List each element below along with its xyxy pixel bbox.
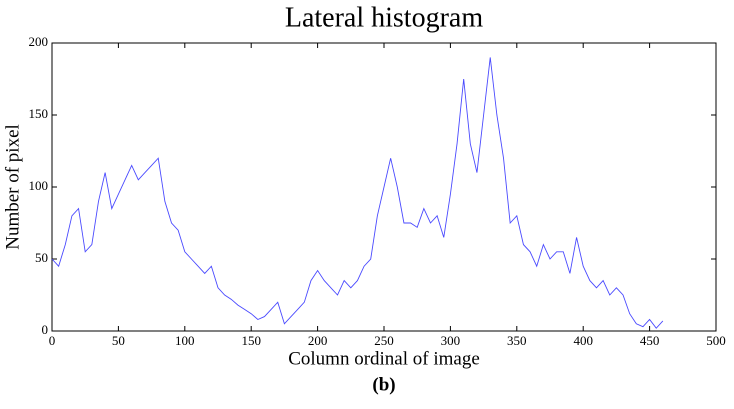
x-axis-label: Column ordinal of image xyxy=(288,348,480,369)
y-tick-label: 0 xyxy=(42,322,49,337)
y-tick-label: 100 xyxy=(29,178,49,193)
x-tick-label: 300 xyxy=(441,333,461,348)
y-tick-label: 150 xyxy=(29,106,49,121)
x-tick-label: 350 xyxy=(507,333,527,348)
x-tick-label: 250 xyxy=(374,333,394,348)
x-tick-label: 450 xyxy=(640,333,660,348)
y-axis-label: Number of pixel xyxy=(2,124,23,250)
caption: (b) xyxy=(372,374,395,395)
x-tick-label: 150 xyxy=(241,333,261,348)
y-tick-label: 50 xyxy=(35,250,48,265)
x-tick-label: 500 xyxy=(706,333,726,348)
x-tick-label: 0 xyxy=(49,333,56,348)
x-tick-label: 200 xyxy=(308,333,328,348)
chart-title: Lateral histogram xyxy=(285,2,483,33)
x-tick-label: 50 xyxy=(112,333,125,348)
y-tick-label: 200 xyxy=(29,34,49,49)
x-tick-label: 400 xyxy=(573,333,593,348)
x-tick-label: 100 xyxy=(175,333,195,348)
data-line xyxy=(51,57,664,329)
